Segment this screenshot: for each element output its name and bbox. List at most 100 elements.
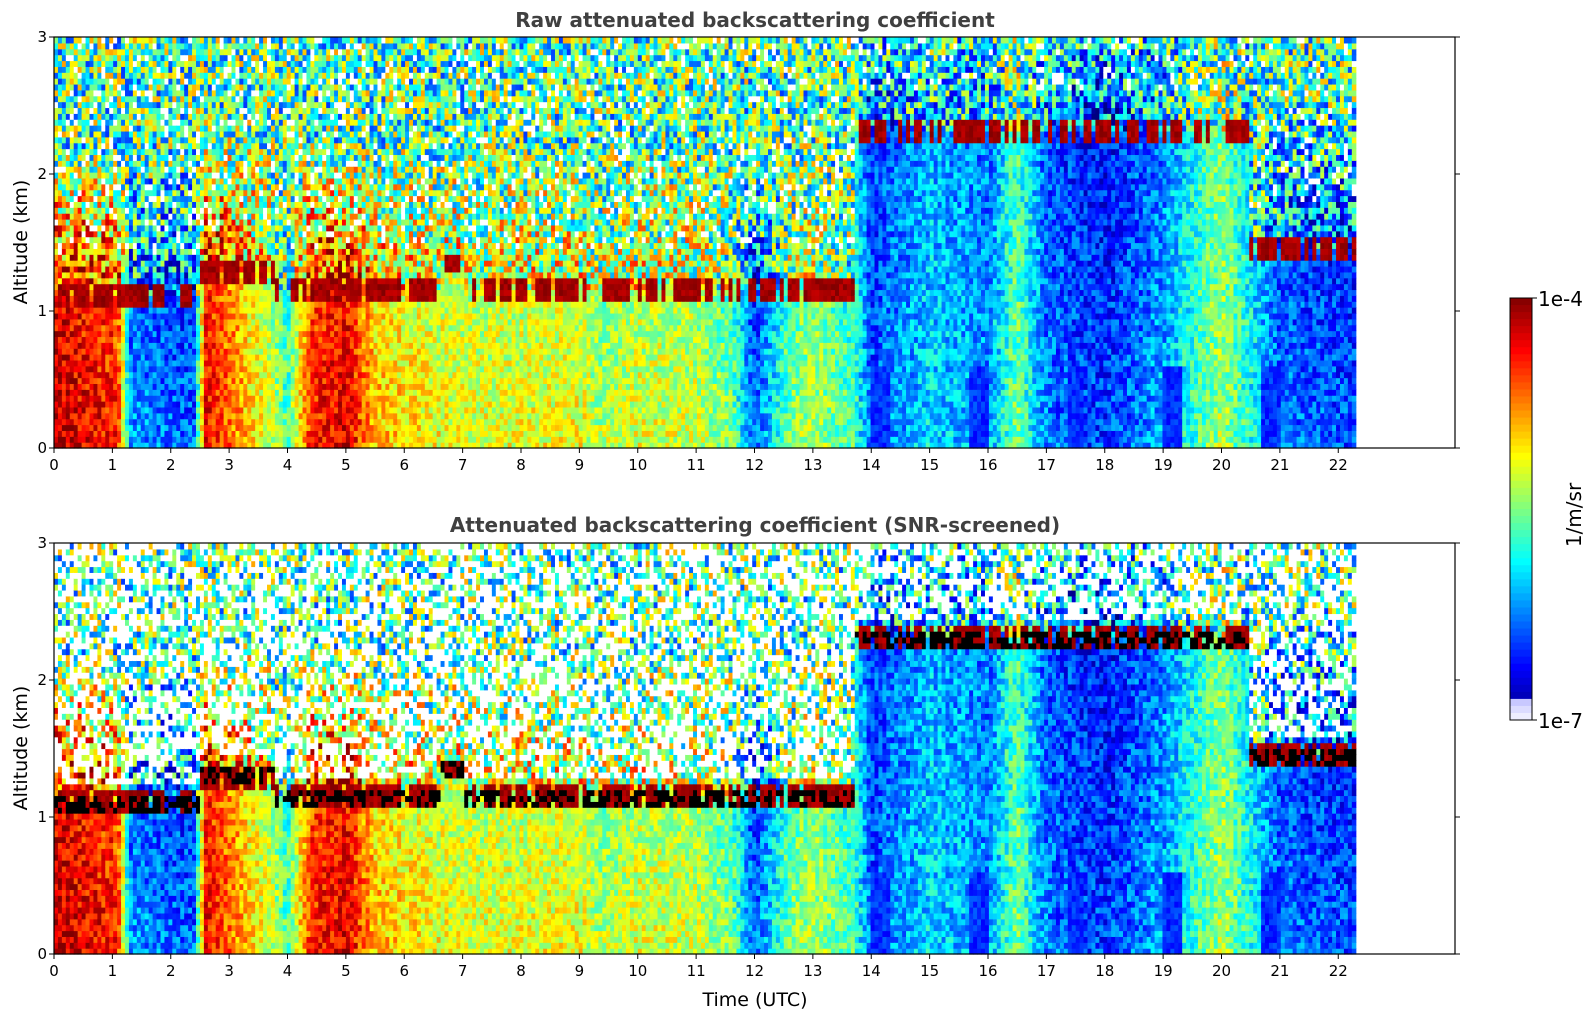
heatmap-cell	[93, 242, 98, 249]
heatmap-cell	[105, 48, 110, 56]
heatmap-cell	[160, 260, 166, 267]
heatmap-cell	[101, 260, 106, 267]
heatmap-cell	[203, 242, 209, 249]
heatmap-cell	[168, 324, 173, 332]
heatmap-cell	[247, 60, 252, 67]
heatmap-cell	[203, 401, 209, 408]
heatmap-cell	[121, 260, 126, 267]
heatmap-cell	[215, 219, 221, 226]
heatmap-cell	[326, 236, 331, 244]
heatmap-cell	[73, 330, 79, 338]
heatmap-cell	[259, 213, 264, 220]
heatmap-cell	[125, 254, 130, 261]
heatmap-cell	[144, 224, 150, 232]
heatmap-cell	[326, 412, 331, 420]
heatmap-cell	[148, 436, 154, 443]
heatmap-cell	[196, 330, 201, 338]
heatmap-cell	[243, 312, 248, 320]
heatmap-cell	[113, 166, 118, 173]
heatmap-cell	[247, 219, 252, 226]
heatmap-cell	[243, 160, 248, 167]
heatmap-cell	[168, 230, 173, 238]
heatmap-cell	[61, 336, 67, 343]
heatmap-cell	[125, 89, 130, 97]
heatmap-cell	[290, 324, 296, 332]
heatmap-cell	[219, 101, 225, 109]
heatmap-cell	[57, 260, 63, 267]
heatmap-cell	[54, 189, 59, 197]
heatmap-cell	[160, 395, 166, 402]
heatmap-cell	[231, 289, 237, 296]
heatmap-cell	[326, 354, 331, 361]
heatmap-cell	[334, 365, 339, 373]
heatmap-cell	[274, 383, 280, 390]
heatmap-cell	[65, 371, 71, 379]
heatmap-cell	[97, 172, 102, 179]
heatmap-cell	[152, 95, 158, 103]
heatmap-cell	[105, 37, 110, 44]
heatmap-cell	[227, 401, 233, 408]
heatmap-cell	[128, 177, 134, 185]
heatmap-cell	[290, 348, 296, 355]
heatmap-cell	[334, 371, 339, 379]
heatmap-cell	[176, 207, 181, 214]
heatmap-cell	[203, 436, 209, 443]
heatmap-cell	[223, 424, 229, 431]
heatmap-cell	[251, 113, 256, 120]
heatmap-cell	[259, 119, 264, 126]
heatmap-cell	[274, 307, 280, 314]
heatmap-cell	[310, 359, 315, 367]
heatmap-cell	[144, 359, 150, 367]
heatmap-cell	[140, 442, 146, 449]
heatmap-cell	[65, 142, 71, 150]
heatmap-cell	[73, 183, 79, 191]
heatmap-cell	[180, 107, 185, 114]
heatmap-cell	[69, 113, 75, 120]
heatmap-cell	[188, 160, 193, 167]
heatmap-cell	[227, 195, 233, 202]
heatmap-cell	[322, 312, 327, 320]
heatmap-cell	[263, 213, 268, 220]
heatmap-cell	[223, 224, 229, 232]
heatmap-cell	[184, 113, 189, 120]
heatmap-cell	[211, 177, 217, 185]
heatmap-cell	[132, 424, 138, 431]
heatmap-cell	[298, 301, 304, 308]
heatmap-cell	[180, 330, 185, 338]
heatmap-cell	[255, 330, 260, 338]
heatmap-cell	[267, 130, 272, 138]
heatmap-cell	[286, 242, 292, 249]
heatmap-cell	[73, 230, 79, 238]
heatmap-cell	[310, 307, 315, 314]
heatmap-cell	[144, 395, 150, 402]
heatmap-cell	[318, 66, 323, 73]
heatmap-cell	[152, 72, 158, 79]
heatmap-cell	[294, 60, 300, 67]
heatmap-cell	[69, 430, 75, 437]
heatmap-cell	[140, 213, 146, 220]
heatmap-cell	[270, 342, 276, 349]
heatmap-cell	[318, 160, 323, 167]
heatmap-cell	[330, 371, 335, 379]
heatmap-cell	[164, 107, 169, 114]
heatmap-cell	[61, 189, 67, 197]
heatmap-cell	[132, 195, 138, 202]
heatmap-cell	[294, 271, 300, 279]
heatmap-cell	[318, 395, 323, 402]
heatmap-cell	[306, 289, 311, 296]
heatmap-cell	[57, 236, 63, 244]
heatmap-cell	[140, 254, 146, 261]
heatmap-cell	[164, 119, 169, 126]
heatmap-cell	[294, 442, 300, 449]
heatmap-cell	[255, 207, 260, 214]
heatmap-cell	[199, 265, 205, 273]
heatmap-cell	[302, 142, 308, 150]
heatmap-cell	[144, 383, 150, 390]
heatmap-cell	[144, 318, 150, 326]
heatmap-cell	[192, 377, 197, 385]
heatmap-cell	[54, 213, 59, 220]
heatmap-cell	[227, 395, 233, 402]
heatmap-cell	[263, 289, 268, 296]
heatmap-cell	[223, 95, 229, 103]
heatmap-cell	[235, 207, 240, 214]
